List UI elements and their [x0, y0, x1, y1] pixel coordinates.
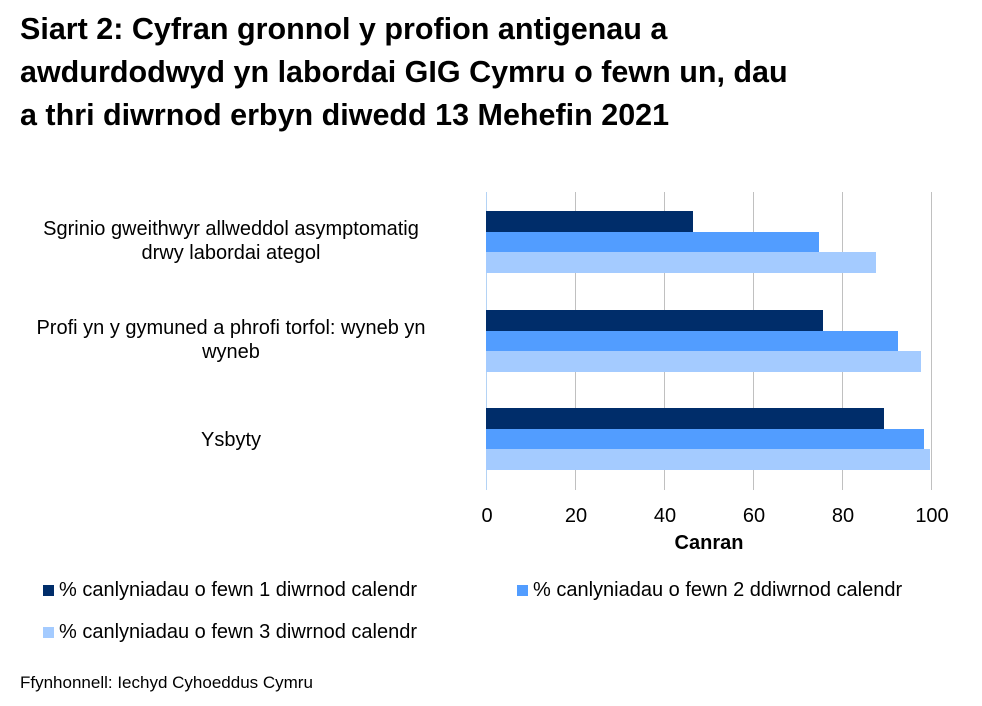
bar-cat3-series1 — [486, 408, 884, 429]
legend-swatch-2 — [517, 585, 528, 596]
x-axis-label: Canran — [674, 532, 744, 554]
x-tick-0: 0 — [481, 505, 493, 527]
bar-cat3-series3 — [486, 449, 931, 470]
legend-item-2: % canlyniadau o fewn 2 ddiwrnod calendr — [517, 579, 902, 602]
x-tick-80: 80 — [831, 505, 855, 527]
x-tick-40: 40 — [653, 505, 677, 527]
chart-title-line-1: Siart 2: Cyfran gronnol y profion antige… — [20, 12, 668, 46]
legend-swatch-1 — [43, 585, 54, 596]
x-tick-100: 100 — [915, 505, 949, 527]
plot-area — [486, 192, 932, 490]
bar-cat2-series2 — [486, 330, 898, 351]
legend-item-3: % canlyniadau o fewn 3 diwrnod calendr — [43, 621, 417, 644]
gridline-100 — [931, 192, 932, 490]
x-tick-60: 60 — [742, 505, 766, 527]
bar-cat2-series1 — [486, 310, 823, 331]
chart-title: Siart 2: Cyfran gronnol y profion antige… — [20, 8, 960, 137]
bar-cat3-series2 — [486, 428, 924, 449]
bar-cat2-series3 — [486, 351, 921, 372]
chart-title-line-3: a thri diwrnod erbyn diwedd 13 Mehefin 2… — [20, 98, 670, 132]
bar-cat1-series3 — [486, 252, 876, 273]
x-tick-20: 20 — [564, 505, 588, 527]
bar-cat1-series2 — [486, 231, 819, 252]
legend-item-1: % canlyniadau o fewn 1 diwrnod calendr — [43, 579, 417, 602]
category-label-1: Sgrinio gweithwyr allweddol asymptomatig… — [43, 218, 419, 264]
legend-swatch-3 — [43, 627, 54, 638]
chart-title-line-2: awdurdodwyd yn labordai GIG Cymru o fewn… — [20, 55, 788, 89]
category-label-2: Profi yn y gymuned a phrofi torfol: wyne… — [36, 317, 426, 363]
source-note: Ffynhonnell: Iechyd Cyhoeddus Cymru — [20, 673, 313, 692]
bar-cat1-series1 — [486, 211, 694, 232]
category-label-3: Ysbyty — [200, 429, 262, 451]
